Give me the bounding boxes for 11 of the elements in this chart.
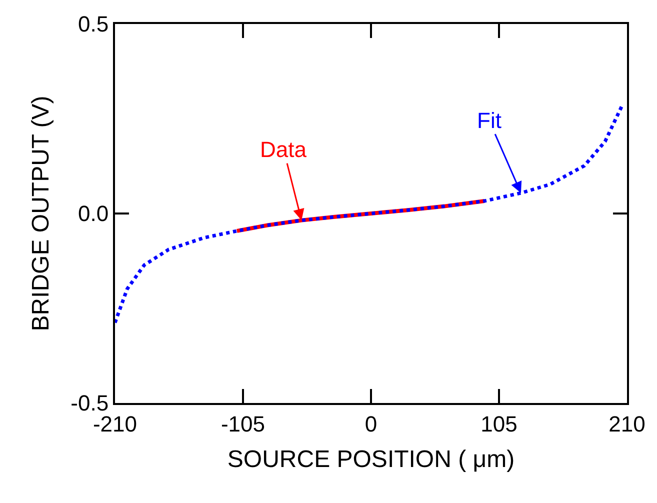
x-axis-title: SOURCE POSITION ( μm) <box>227 446 515 474</box>
line-series <box>115 104 624 324</box>
x-tick-label: 105 <box>480 411 518 436</box>
x-tick-label: -105 <box>220 411 266 436</box>
annotation: Fit <box>477 108 502 133</box>
y-tick-label: 0.5 <box>78 12 109 37</box>
annotation: Data <box>260 137 308 162</box>
x-tick-label: 0 <box>364 411 378 436</box>
y-axis-title: BRIDGE OUTPUT (V) <box>27 96 54 332</box>
y-tick-label: 0.0 <box>78 201 109 226</box>
x-tick-label: 210 <box>608 411 646 436</box>
